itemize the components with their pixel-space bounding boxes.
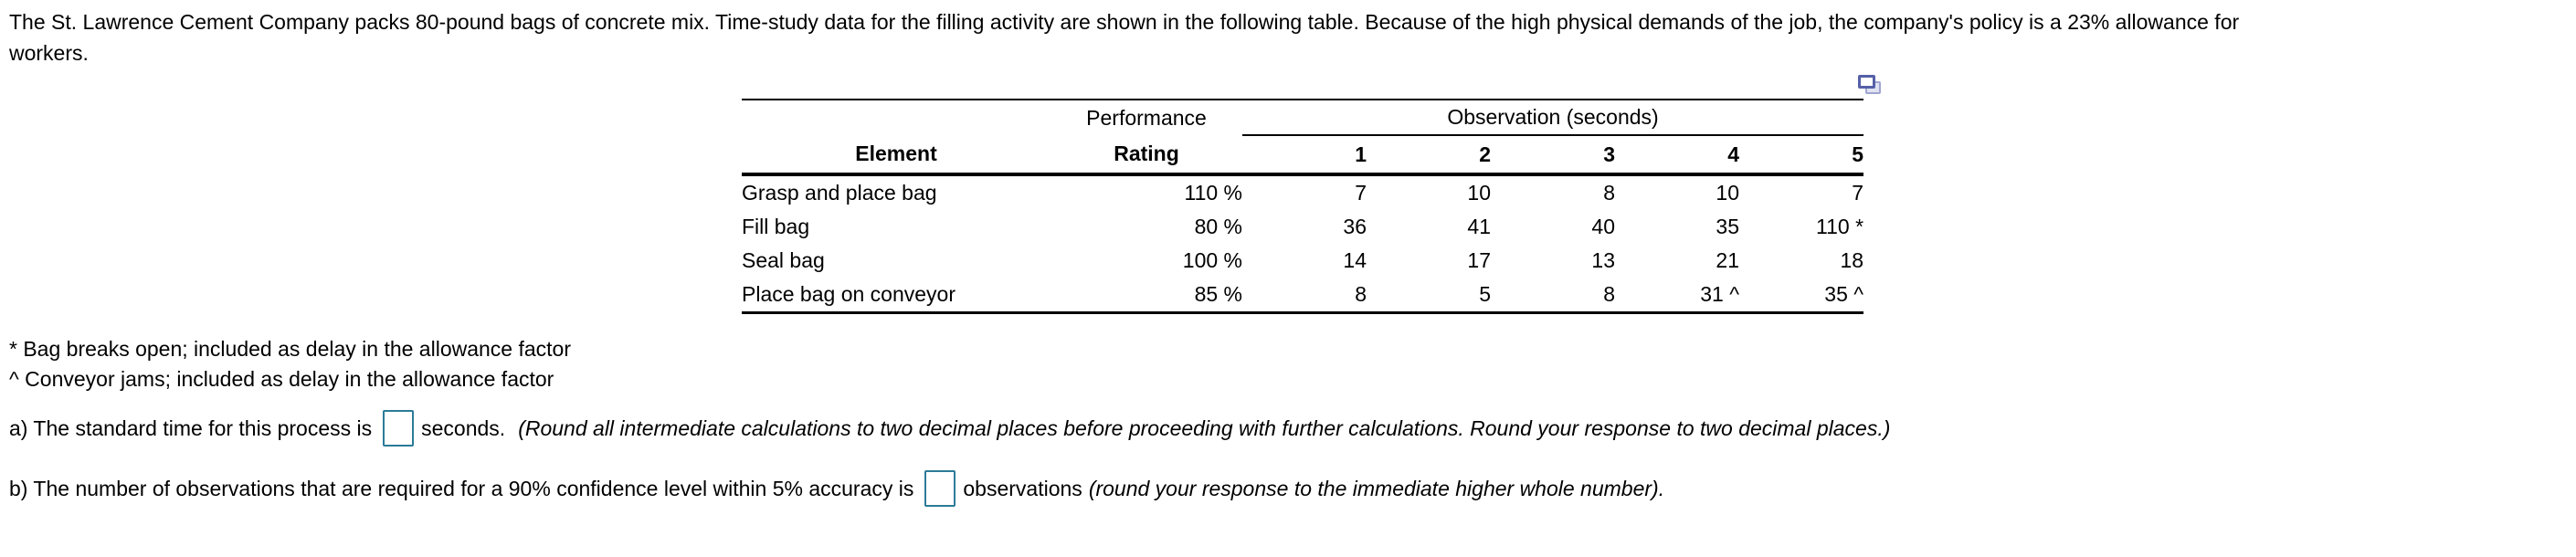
question-a-suffix: seconds. — [421, 415, 506, 440]
element-cell: Place bag on conveyor — [742, 282, 955, 306]
answer-input-a[interactable] — [383, 410, 415, 447]
question-b-note: (round your response to the immediate hi… — [1088, 476, 1665, 500]
obs-cell: 35 ^ — [1824, 282, 1864, 306]
obs-col-header-3: 3 — [1491, 135, 1615, 176]
footnote-caret: ^ Conveyor jams; included as delay in th… — [9, 367, 554, 391]
table-header-row: Element Rating 1 2 3 4 5 — [742, 135, 1864, 176]
obs-cell: 41 — [1467, 215, 1491, 238]
obs-cell: 40 — [1591, 215, 1615, 238]
element-cell: Grasp and place bag — [742, 181, 937, 205]
footnote-star: * Bag breaks open; included as delay in … — [9, 337, 572, 361]
problem-statement: The St. Lawrence Cement Company packs 80… — [9, 6, 2239, 68]
observation-group-header: Observation (seconds) — [1242, 100, 1864, 136]
table-row: Fill bag 80 % 36 41 40 35 110 * — [742, 210, 1863, 244]
question-b-suffix: observations — [963, 476, 1082, 500]
question-a-note: (Round all intermediate calculations to … — [518, 415, 1891, 440]
rating-cell: 110 % — [1184, 181, 1242, 205]
obs-col-header-5: 5 — [1739, 135, 1864, 176]
obs-cell: 36 — [1343, 215, 1367, 238]
table-blank-cell — [742, 100, 1050, 135]
obs-cell: 8 — [1603, 282, 1615, 306]
element-cell: Seal bag — [742, 248, 825, 272]
table-row: Place bag on conveyor 85 % 8 5 8 31 ^ 35… — [742, 278, 1863, 313]
obs-cell: 13 — [1591, 248, 1615, 272]
rating-cell: 100 % — [1182, 248, 1242, 272]
answer-input-b[interactable] — [924, 470, 956, 507]
obs-cell: 18 — [1840, 248, 1864, 272]
obs-cell: 14 — [1343, 248, 1367, 272]
table-row: Seal bag 100 % 14 17 13 21 18 — [742, 244, 1863, 278]
problem-statement-line2: workers. — [9, 41, 89, 65]
obs-col-header-1: 1 — [1242, 135, 1367, 176]
obs-cell: 35 — [1716, 215, 1739, 238]
obs-cell: 7 — [1852, 181, 1864, 205]
obs-cell: 8 — [1355, 282, 1367, 306]
obs-cell: 110 * — [1816, 215, 1864, 238]
obs-cell: 10 — [1467, 181, 1491, 205]
table-row: Grasp and place bag 110 % 7 10 8 10 7 — [742, 174, 1863, 210]
rating-cell: 85 % — [1194, 282, 1242, 306]
obs-cell: 8 — [1603, 181, 1615, 205]
problem-statement-line1: The St. Lawrence Cement Company packs 80… — [9, 10, 2240, 34]
obs-col-header-2: 2 — [1367, 135, 1491, 176]
copy-table-icon[interactable] — [1858, 75, 1882, 95]
table-footnotes: * Bag breaks open; included as delay in … — [9, 334, 571, 394]
question-b-prefix: b) The number of observations that are r… — [9, 476, 914, 500]
obs-cell: 21 — [1716, 248, 1739, 272]
copy-icon-front-rect — [1858, 75, 1875, 89]
performance-header-line1: Performance — [1086, 105, 1207, 130]
table-group-header-row: Performance Observation (seconds) — [742, 100, 1864, 136]
question-a: a) The standard time for this process is… — [9, 410, 1890, 447]
obs-cell: 5 — [1479, 282, 1491, 306]
performance-header-line2: Rating — [1050, 135, 1242, 176]
obs-cell: 17 — [1467, 248, 1491, 272]
element-cell: Fill bag — [742, 215, 810, 238]
obs-cell: 7 — [1355, 181, 1367, 205]
time-study-table: Performance Observation (seconds) Elemen… — [742, 99, 1864, 314]
rating-cell: 80 % — [1194, 215, 1242, 238]
obs-cell: 10 — [1716, 181, 1739, 205]
obs-cell: 31 ^ — [1700, 282, 1739, 306]
obs-col-header-4: 4 — [1615, 135, 1739, 176]
element-column-header: Element — [742, 135, 1050, 176]
question-a-prefix: a) The standard time for this process is — [9, 415, 373, 440]
question-b: b) The number of observations that are r… — [9, 470, 1664, 507]
